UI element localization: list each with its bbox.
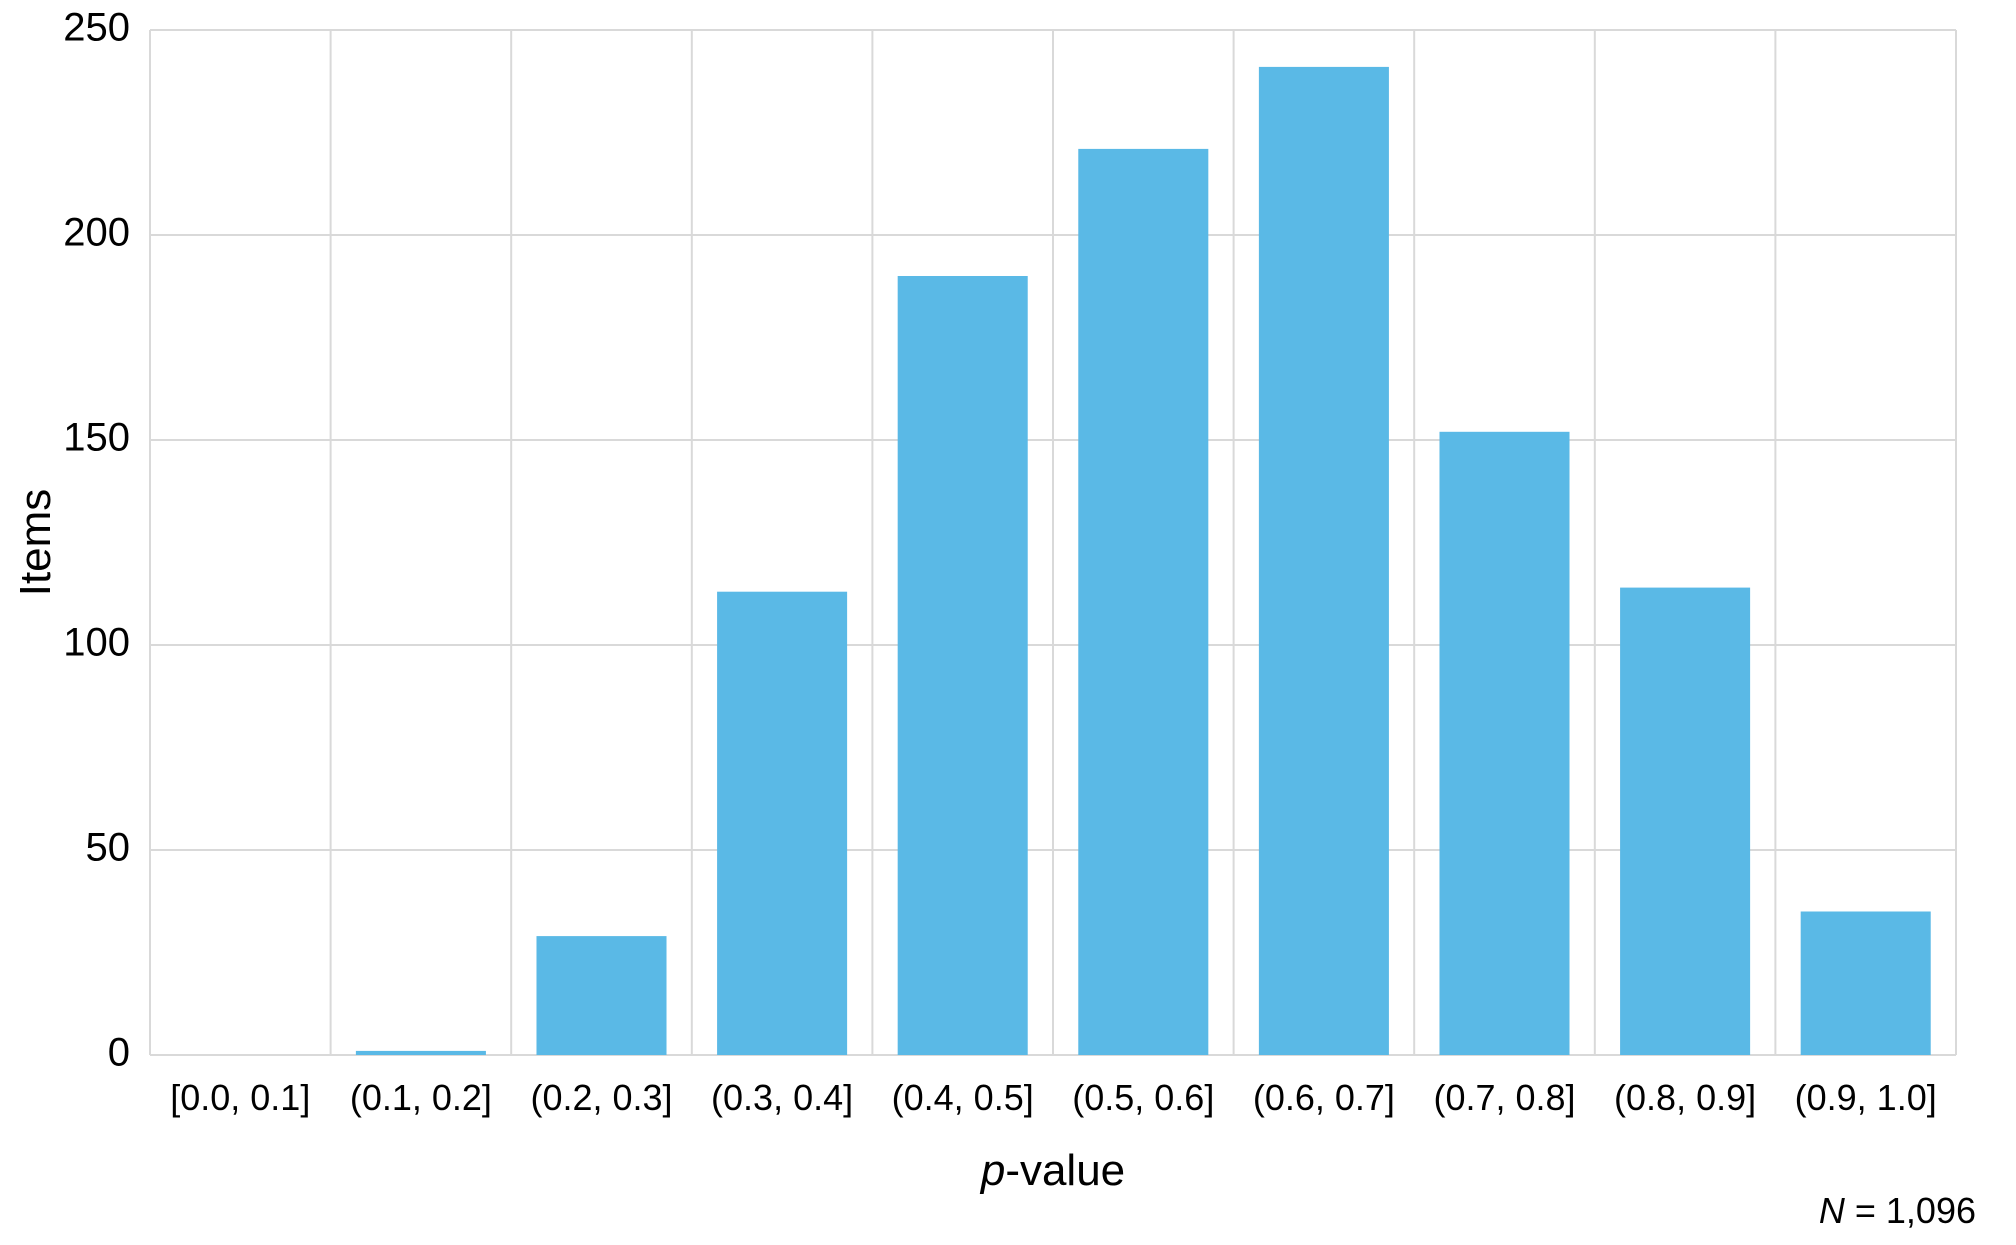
bar: [1801, 912, 1931, 1056]
x-tick-label: (0.5, 0.6]: [1072, 1077, 1214, 1118]
y-tick-label: 100: [63, 621, 130, 665]
bar: [1259, 67, 1389, 1055]
bar: [356, 1051, 486, 1055]
y-tick-label: 250: [63, 6, 130, 50]
x-tick-label: (0.7, 0.8]: [1433, 1077, 1575, 1118]
y-tick-label: 50: [86, 826, 131, 870]
x-axis-label: p-value: [979, 1146, 1125, 1195]
histogram-chart: 0 50 100 150 200 250 [0.0, 0.1] (0.1, 0.2] (0.2,…: [0, 0, 2016, 1245]
bar: [1439, 432, 1569, 1055]
y-axis-label: Items: [11, 489, 60, 597]
x-tick-label: (0.1, 0.2]: [350, 1077, 492, 1118]
bar: [898, 276, 1028, 1055]
x-tick-label: (0.3, 0.4]: [711, 1077, 853, 1118]
chart-svg: 0 50 100 150 200 250 [0.0, 0.1] (0.1, 0.2] (0.2,…: [0, 0, 2016, 1245]
y-tick-label: 150: [63, 416, 130, 460]
y-tick-label: 0: [108, 1031, 130, 1075]
y-tick-label: 200: [63, 211, 130, 255]
x-tick-label: (0.9, 1.0]: [1795, 1077, 1937, 1118]
bar: [536, 936, 666, 1055]
x-tick-label: [0.0, 0.1]: [170, 1077, 310, 1118]
footnote: N = 1,096: [1819, 1190, 1976, 1231]
x-tick-label: (0.8, 0.9]: [1614, 1077, 1756, 1118]
x-tick-label: (0.4, 0.5]: [892, 1077, 1034, 1118]
bar: [717, 592, 847, 1055]
bar: [1620, 588, 1750, 1055]
x-tick-label: (0.6, 0.7]: [1253, 1077, 1395, 1118]
bar: [1078, 149, 1208, 1055]
x-tick-label: (0.2, 0.3]: [530, 1077, 672, 1118]
